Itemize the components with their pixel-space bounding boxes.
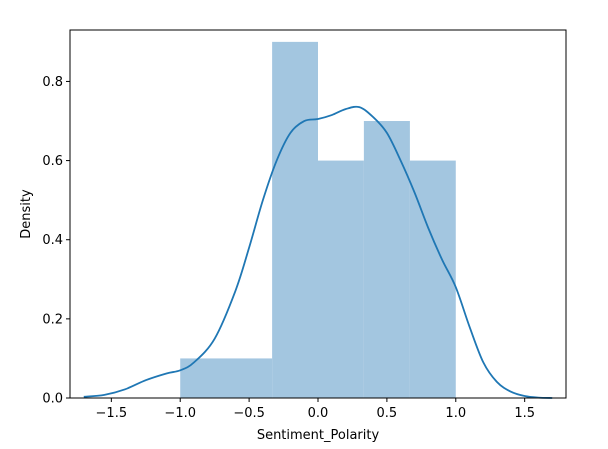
x-tick-label: −1.0	[164, 406, 196, 421]
histogram-bar-2	[318, 160, 364, 398]
x-tick-label: 1.0	[445, 406, 466, 421]
y-axis-ticks: 0.0 0.2 0.4 0.6 0.8	[42, 75, 70, 407]
kde-curve	[83, 105, 553, 399]
x-axis-label: Sentiment_Polarity	[257, 428, 380, 443]
y-axis-label: Density	[19, 189, 34, 239]
y-tick-label: 0.2	[42, 312, 63, 327]
x-tick-label: −1.5	[96, 406, 128, 421]
histogram-bars	[180, 41, 456, 399]
histogram-bar-3	[363, 121, 410, 399]
y-tick-label: 0.6	[42, 154, 63, 169]
x-tick-label: −0.5	[233, 406, 265, 421]
histogram-bar-1	[272, 41, 318, 398]
x-axis-ticks: −1.5 −1.0 −0.5 0.0 0.5 1.0 1.5	[96, 398, 535, 421]
x-tick-label: 0.0	[308, 406, 329, 421]
histogram-bar-0	[180, 358, 273, 398]
y-tick-label: 0.4	[42, 233, 63, 248]
kde-curve-layer	[83, 105, 553, 399]
y-tick-label: 0.0	[42, 392, 63, 407]
x-tick-label: 0.5	[377, 406, 398, 421]
y-tick-label: 0.8	[42, 75, 63, 90]
x-tick-label: 1.5	[514, 406, 535, 421]
